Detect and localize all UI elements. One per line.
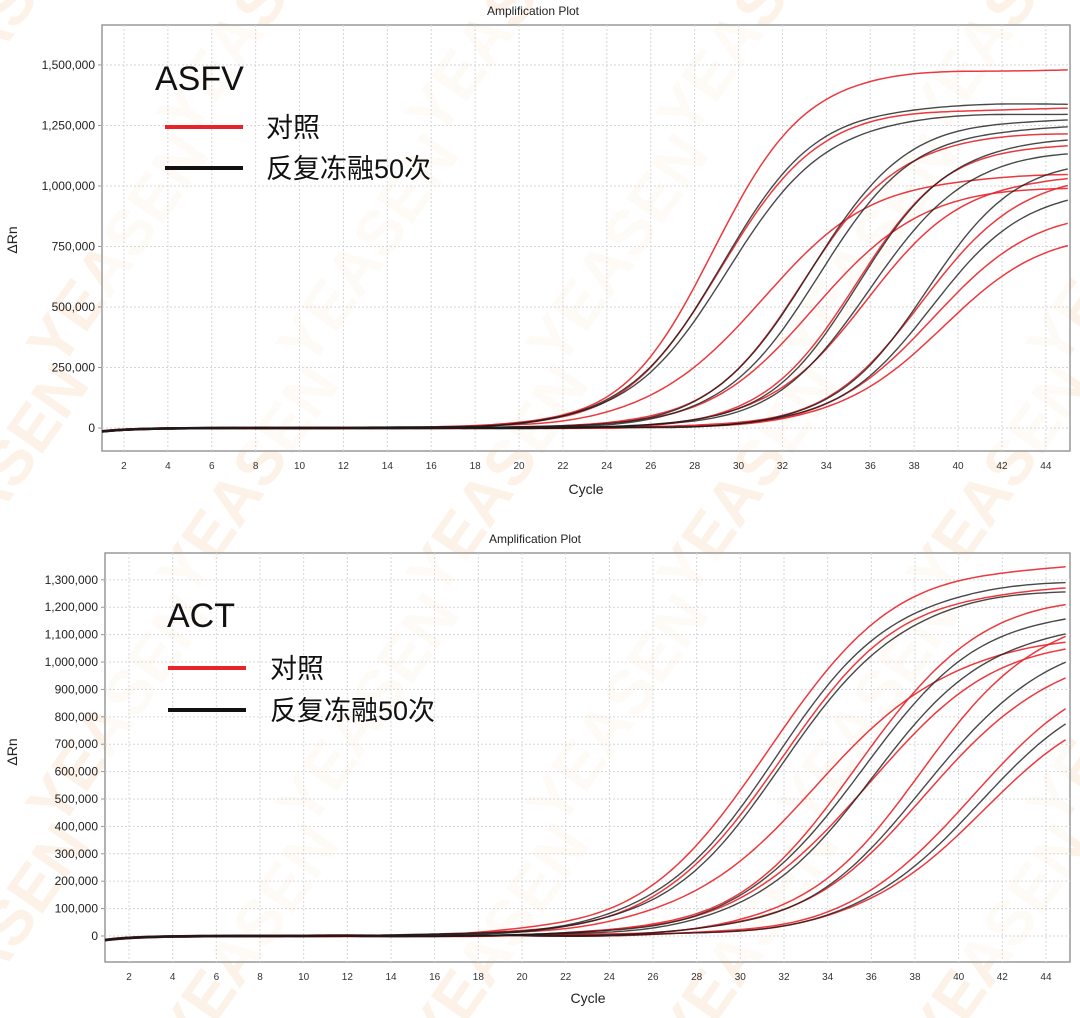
- y-tick-label: 1,500,000: [42, 58, 96, 72]
- x-tick-label: 38: [909, 461, 921, 472]
- x-tick-label: 4: [165, 461, 171, 472]
- y-tick-label: 600,000: [55, 765, 99, 779]
- y-tick-label: 250,000: [52, 360, 96, 374]
- plot-area: 2 4 6 8 10 12 14 16 18 20 22 24 26 28 30 32 34 36 38 40 42 44…: [45, 552, 1071, 983]
- chart-title: Amplification Plot: [487, 4, 580, 18]
- x-tick-label: 30: [735, 972, 747, 983]
- y-tick-label: 1,100,000: [45, 628, 99, 642]
- x-tick-label: 8: [257, 972, 263, 983]
- x-tick-label: 40: [952, 461, 964, 472]
- x-tick-label: 28: [689, 461, 701, 472]
- amplification-curve-ft50: [101, 199, 1068, 433]
- gene-label: ACT: [167, 597, 235, 635]
- x-tick-label: 16: [429, 972, 441, 983]
- x-tick-label: 24: [604, 972, 616, 983]
- act-chart: Amplification Plot 2 4 6 8 10 12 14 16 18 20 22 24 2…: [4, 532, 1071, 1006]
- legend-label-control: 对照: [270, 654, 324, 684]
- y-tick-label: 500,000: [55, 792, 99, 806]
- x-tick-label: 26: [645, 461, 657, 472]
- x-tick-label: 34: [821, 461, 833, 472]
- plot-frame: [101, 24, 1071, 452]
- x-tick-label: 2: [126, 972, 132, 983]
- y-tick-label: 500,000: [52, 300, 96, 314]
- x-tick-label: 32: [778, 972, 790, 983]
- y-tick-label: 1,200,000: [45, 600, 99, 614]
- y-axis-label: ΔRn: [4, 226, 20, 253]
- x-tick-label: 14: [382, 461, 394, 472]
- x-tick-label: 8: [253, 461, 259, 472]
- legend-label-control: 对照: [266, 113, 320, 143]
- x-tick-label: 36: [866, 972, 878, 983]
- x-tick-label: 20: [513, 461, 525, 472]
- x-tick-label: 12: [338, 461, 350, 472]
- x-tick-label: 40: [953, 972, 965, 983]
- x-tick-label: 10: [294, 461, 306, 472]
- y-tick-label: 0: [91, 929, 98, 943]
- x-tick-label: 26: [647, 972, 659, 983]
- amplification-curve-ft50: [104, 723, 1066, 941]
- plot-frame: [104, 552, 1071, 963]
- x-tick-label: 28: [691, 972, 703, 983]
- x-tick-label: 34: [822, 972, 834, 983]
- y-tick-label: 900,000: [55, 682, 99, 696]
- y-tick-label: 400,000: [55, 819, 99, 833]
- legend-label-ft50: 反复冻融50次: [266, 154, 431, 184]
- x-tick-label: 36: [865, 461, 877, 472]
- x-tick-label: 16: [426, 461, 438, 472]
- y-tick-label: 750,000: [52, 239, 96, 253]
- x-tick-label: 44: [1040, 972, 1052, 983]
- y-tick-label: 1,000,000: [42, 179, 96, 193]
- x-axis-label: Cycle: [570, 990, 605, 1006]
- x-tick-label: 14: [385, 972, 397, 983]
- y-axis-label: ΔRn: [4, 738, 20, 765]
- x-tick-label: 20: [516, 972, 528, 983]
- x-tick-label: 32: [777, 461, 789, 472]
- x-tick-label: 18: [470, 461, 482, 472]
- x-tick-label: 30: [733, 461, 745, 472]
- y-tick-label: 1,250,000: [42, 118, 96, 132]
- legend-label-ft50: 反复冻融50次: [270, 696, 435, 726]
- x-tick-label: 22: [557, 461, 569, 472]
- gene-label: ASFV: [155, 60, 244, 98]
- y-tick-label: 1,300,000: [45, 573, 99, 587]
- y-tick-label: 0: [88, 421, 95, 435]
- chart-title: Amplification Plot: [489, 532, 582, 546]
- plot-area: 2 4 6 8 10 12 14 16 18 20 22 24 26 28 30 32 34 36 38 40 42 44…: [42, 24, 1071, 472]
- x-tick-label: 22: [560, 972, 572, 983]
- y-tick-label: 800,000: [55, 710, 99, 724]
- y-tick-label: 300,000: [55, 847, 99, 861]
- x-tick-label: 24: [601, 461, 613, 472]
- watermark-text: YEASEN: [0, 351, 102, 608]
- x-tick-label: 10: [298, 972, 310, 983]
- x-tick-label: 42: [997, 972, 1009, 983]
- y-tick-label: 100,000: [55, 902, 99, 916]
- x-tick-label: 42: [996, 461, 1008, 472]
- x-axis-label: Cycle: [568, 481, 603, 497]
- x-tick-label: 6: [214, 972, 220, 983]
- x-tick-label: 18: [473, 972, 485, 983]
- x-tick-label: 44: [1040, 461, 1052, 472]
- asfv-chart: Amplification Plot 2 4 6 8 10 12 14 16 18 20 22 24 2…: [4, 4, 1071, 497]
- x-tick-label: 6: [209, 461, 215, 472]
- y-tick-label: 1,000,000: [45, 655, 99, 669]
- y-tick-label: 200,000: [55, 874, 99, 888]
- x-tick-label: 2: [121, 461, 127, 472]
- x-tick-label: 4: [170, 972, 176, 983]
- y-tick-label: 700,000: [55, 737, 99, 751]
- x-tick-label: 12: [342, 972, 354, 983]
- x-tick-label: 38: [909, 972, 921, 983]
